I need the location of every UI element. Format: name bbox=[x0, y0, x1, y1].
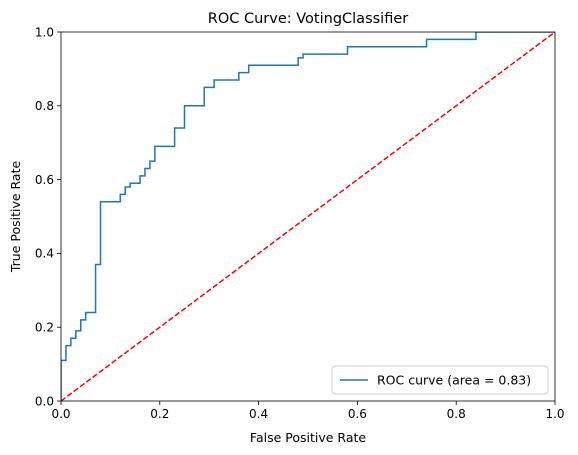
y-tick-label: 1.0 bbox=[35, 25, 54, 39]
y-axis-label: True Positive Rate bbox=[8, 161, 23, 274]
x-tick-label: 0.6 bbox=[348, 407, 367, 421]
y-tick-label: 0.0 bbox=[35, 394, 54, 408]
x-tick-label: 0.4 bbox=[249, 407, 268, 421]
y-tick-label: 0.2 bbox=[35, 321, 54, 335]
y-tick-label: 0.8 bbox=[35, 99, 54, 113]
axis-ticks: 0.0 0.2 0.4 0.6 0.8 1.0 0.0 0.2 0.4 0.6 0.8 1.0 bbox=[35, 25, 565, 421]
x-tick-label: 0.0 bbox=[51, 407, 70, 421]
x-tick-label: 0.8 bbox=[447, 407, 466, 421]
x-tick-label: 1.0 bbox=[545, 407, 564, 421]
plot-area bbox=[60, 31, 556, 402]
legend-entry-roc: ROC curve (area = 0.83) bbox=[377, 373, 531, 388]
legend: ROC curve (area = 0.83) bbox=[331, 365, 549, 395]
plot-frame bbox=[60, 31, 556, 402]
x-tick-label: 0.2 bbox=[150, 407, 169, 421]
random-baseline-line bbox=[61, 32, 555, 401]
legend-box bbox=[331, 365, 549, 395]
y-tick-label: 0.6 bbox=[35, 173, 54, 187]
chart-title: ROC Curve: VotingClassifier bbox=[208, 11, 408, 27]
x-axis-label: False Positive Rate bbox=[250, 430, 366, 445]
roc-curve-line bbox=[61, 32, 555, 401]
y-tick-label: 0.4 bbox=[35, 247, 54, 261]
